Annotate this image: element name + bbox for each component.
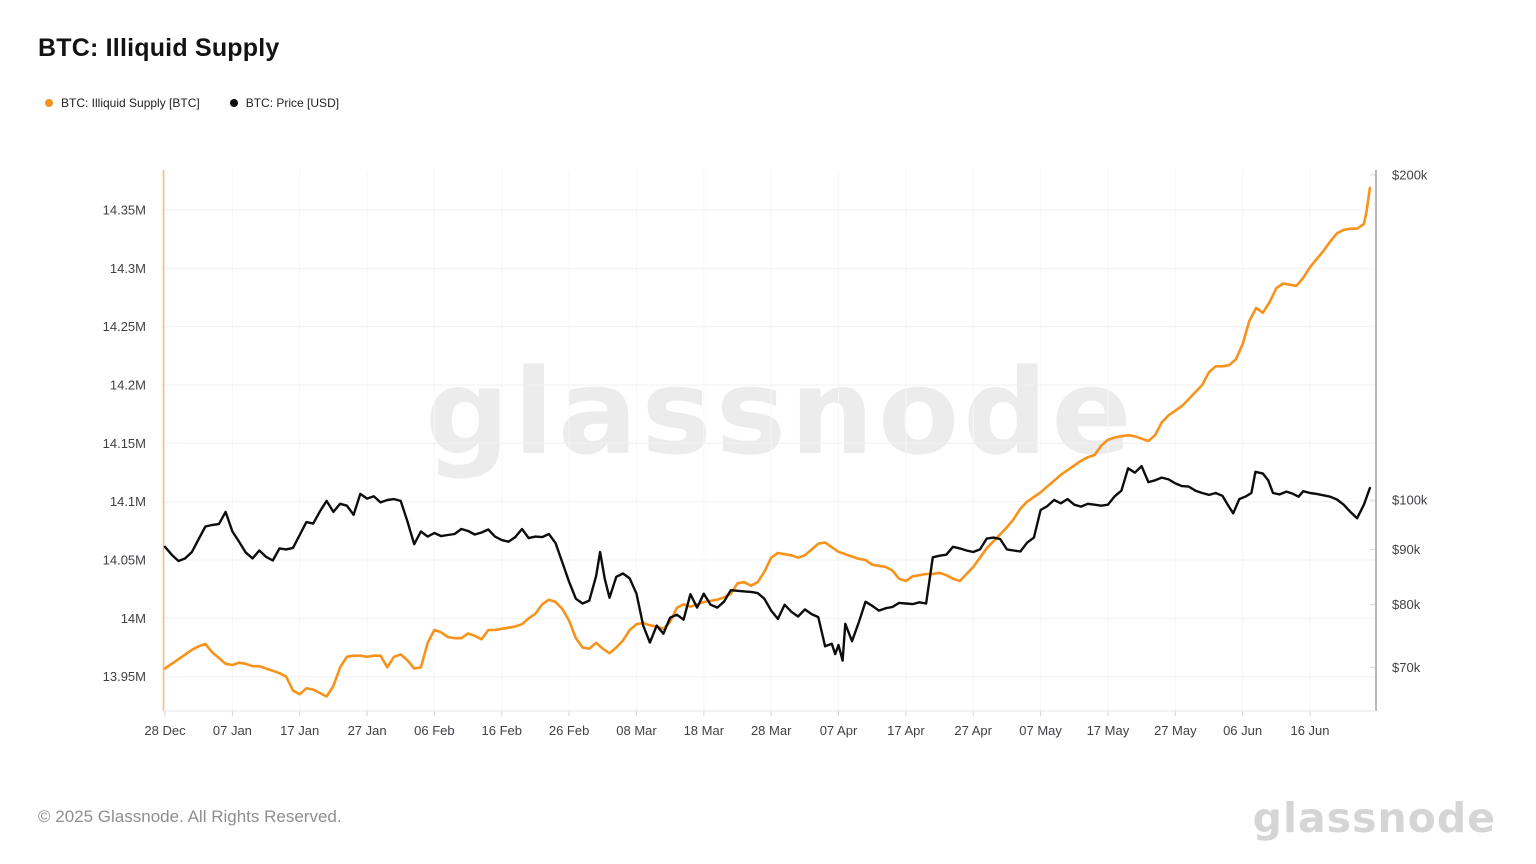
legend-item-price[interactable]: BTC: Price [USD] [229,96,340,110]
y-right-tick-label: $90k [1392,542,1421,557]
y-left-tick-label: 14.15M [103,436,146,451]
glassnode-watermark: glassnode [425,343,1136,481]
x-tick-label: 16 Feb [482,723,522,738]
x-tick-label: 07 Apr [820,723,858,738]
y-left-tick-label: 14.35M [103,203,146,218]
y-right-tick-label: $80k [1392,597,1421,612]
y-right-tick-label: $200k [1392,167,1428,182]
copyright-text: © 2025 Glassnode. All Rights Reserved. [38,807,342,826]
y-left-tick-label: 14.1M [110,494,146,509]
x-tick-label: 07 Jan [213,723,252,738]
page-title: BTC: Illiquid Supply [38,34,280,62]
y-right-tick-label: $70k [1392,660,1421,675]
x-tick-label: 28 Dec [144,723,186,738]
y-right-tick-label: $100k [1392,493,1428,508]
x-tick-label: 26 Feb [549,723,589,738]
legend-item-illiquid-supply[interactable]: BTC: Illiquid Supply [BTC] [45,96,200,110]
x-tick-label: 16 Jun [1290,723,1329,738]
x-tick-label: 07 May [1019,723,1062,738]
x-tick-label: 18 Mar [684,723,725,738]
x-tick-label: 08 Mar [616,723,657,738]
illiquid-supply-line[interactable] [163,186,1372,698]
y-left-tick-label: 14.05M [103,553,146,568]
x-tick-label: 27 Apr [954,723,992,738]
y-left-tick-label: 13.95M [103,669,146,684]
x-tick-label: 27 Jan [348,723,387,738]
x-tick-label: 27 May [1154,723,1197,738]
y-left-tick-label: 14.25M [103,319,146,334]
legend-dot-icon [45,99,53,107]
price-line[interactable] [163,464,1372,662]
legend-dot-icon [229,99,238,107]
glassnode-logo: glassnode [1252,794,1496,842]
x-tick-label: 17 Apr [887,723,925,738]
chart-legend: BTC: Illiquid Supply [BTC] BTC: Price [US… [45,96,339,110]
x-tick-label: 17 Jan [280,723,319,738]
legend-item-label: BTC: Price [USD] [245,96,340,110]
y-left-tick-label: 14.3M [110,261,146,276]
legend-item-label: BTC: Illiquid Supply [BTC] [61,96,200,110]
x-tick-label: 06 Jun [1223,723,1262,738]
x-tick-label: 28 Mar [751,723,792,738]
x-tick-label: 06 Feb [414,723,454,738]
y-left-tick-label: 14.2M [110,378,146,393]
y-left-tick-label: 14M [121,611,146,626]
x-tick-label: 17 May [1087,723,1130,738]
